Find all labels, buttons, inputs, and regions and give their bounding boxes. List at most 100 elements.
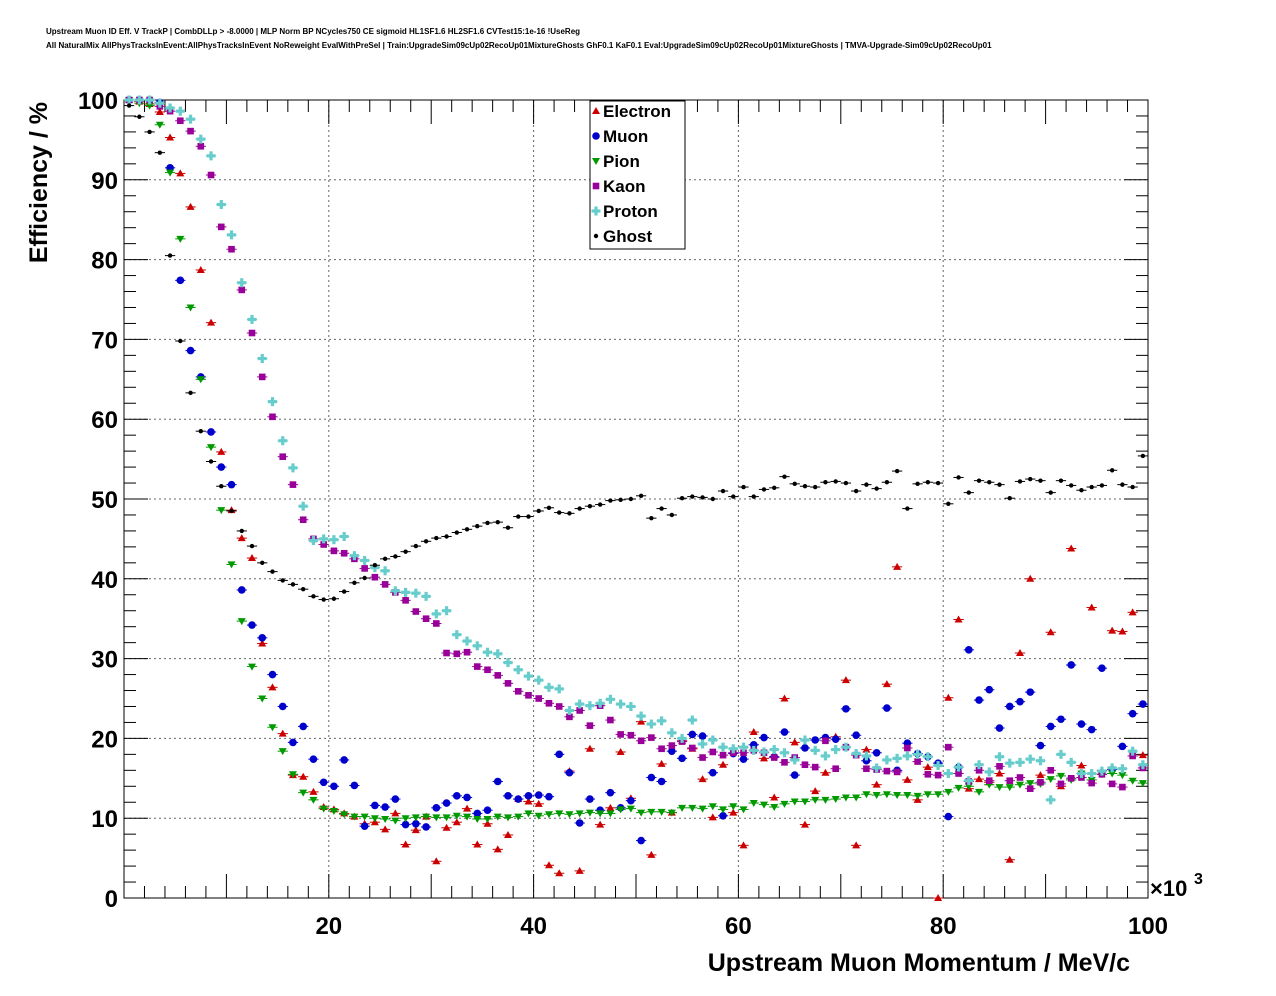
muon-point — [340, 756, 348, 764]
proton-point — [278, 436, 288, 446]
ghost-point — [505, 525, 511, 530]
proton-point — [124, 95, 134, 105]
kaon-point — [945, 743, 952, 751]
ghost-point — [331, 596, 337, 601]
kaon-point — [1006, 777, 1014, 784]
electron-point — [237, 534, 246, 542]
pion-point — [288, 771, 297, 779]
proton-point — [288, 463, 298, 473]
proton-point — [401, 587, 411, 597]
proton-point — [605, 694, 615, 704]
kaon-point — [473, 663, 481, 670]
ghost-point — [853, 488, 859, 494]
kaon-point — [525, 692, 532, 699]
kaon-point — [924, 771, 932, 778]
muon-point — [268, 670, 277, 679]
ghost-point — [352, 580, 357, 585]
ghost-point — [751, 494, 756, 499]
ghost-point — [1140, 453, 1146, 459]
proton-point — [339, 532, 349, 542]
pion-point — [350, 813, 359, 821]
ghost-point — [270, 569, 275, 574]
muon-point — [852, 731, 860, 740]
electron-point — [637, 717, 646, 725]
proton-point — [943, 769, 953, 779]
ghost-point — [403, 549, 408, 554]
electron-point — [729, 808, 738, 816]
ghost-point — [587, 503, 593, 509]
electron-point — [1118, 627, 1127, 635]
kaon-point — [781, 759, 788, 766]
proton-point — [329, 535, 339, 545]
electron-point — [1138, 751, 1147, 759]
pion-point — [258, 695, 267, 703]
ghost-point — [1130, 484, 1135, 490]
electron-point — [391, 809, 400, 817]
electron-point — [852, 841, 861, 849]
muon-point — [944, 812, 953, 821]
ghost-point — [137, 114, 142, 119]
ghost-point — [188, 390, 193, 396]
muon-point — [647, 773, 656, 782]
muon-point — [780, 728, 789, 736]
pion-point — [155, 121, 164, 129]
pion-point — [708, 803, 717, 811]
electron-point — [1046, 628, 1055, 636]
pion-point — [975, 788, 984, 796]
pion-point — [268, 724, 277, 732]
muon-point — [1118, 742, 1127, 751]
electron-point — [739, 841, 748, 849]
proton-point — [564, 705, 574, 715]
legend: Electron Muon Pion Kaon Proton Ghost — [589, 100, 686, 250]
ghost-point — [475, 523, 480, 529]
electron-point — [657, 759, 666, 767]
muon-point — [688, 730, 697, 739]
proton-point — [411, 588, 421, 598]
ghost-point — [167, 253, 173, 258]
ghost-point — [813, 484, 818, 490]
pion-point — [1108, 770, 1117, 778]
proton-point — [308, 535, 318, 545]
electron-point — [483, 819, 492, 827]
pion-point — [872, 792, 881, 800]
electron-point — [1108, 626, 1117, 634]
ghost-point — [557, 510, 562, 515]
electron-point — [934, 894, 943, 901]
proton-point — [964, 776, 974, 786]
legend-label-proton: Proton — [603, 202, 658, 221]
muon-point — [381, 803, 389, 811]
electron-point — [698, 775, 707, 783]
ghost-point — [526, 514, 531, 519]
ghost-point — [485, 520, 490, 526]
ghost-point — [935, 480, 941, 486]
electron-point — [596, 820, 605, 828]
proton-point — [1005, 758, 1015, 768]
pion-point — [964, 783, 973, 791]
legend-label-muon: Muon — [603, 127, 648, 146]
ghost-point — [393, 554, 398, 559]
proton-point — [954, 762, 964, 772]
kaon-point — [699, 754, 706, 761]
y-tick-label: 100 — [78, 88, 118, 115]
y-axis-label: Efficiency / % — [25, 102, 53, 263]
muon-point — [1005, 702, 1014, 711]
muon-point — [299, 722, 308, 731]
electron-point — [954, 615, 963, 623]
proton-point — [1035, 756, 1045, 766]
kaon-point — [719, 751, 727, 759]
pion-point — [852, 794, 861, 802]
ghost-point — [208, 459, 214, 464]
electron-point — [473, 840, 482, 848]
ghost-point — [638, 493, 644, 499]
pion-point — [1046, 776, 1055, 784]
proton-point — [1087, 769, 1097, 779]
proton-point — [974, 760, 984, 770]
pion-point — [596, 810, 605, 818]
y-tick-label: 90 — [91, 168, 118, 195]
kaon-point — [883, 767, 891, 775]
muon-point — [637, 836, 645, 845]
proton-point — [390, 586, 400, 596]
electron-point — [811, 787, 820, 795]
proton-point — [585, 701, 595, 711]
muon-point — [1026, 688, 1035, 696]
